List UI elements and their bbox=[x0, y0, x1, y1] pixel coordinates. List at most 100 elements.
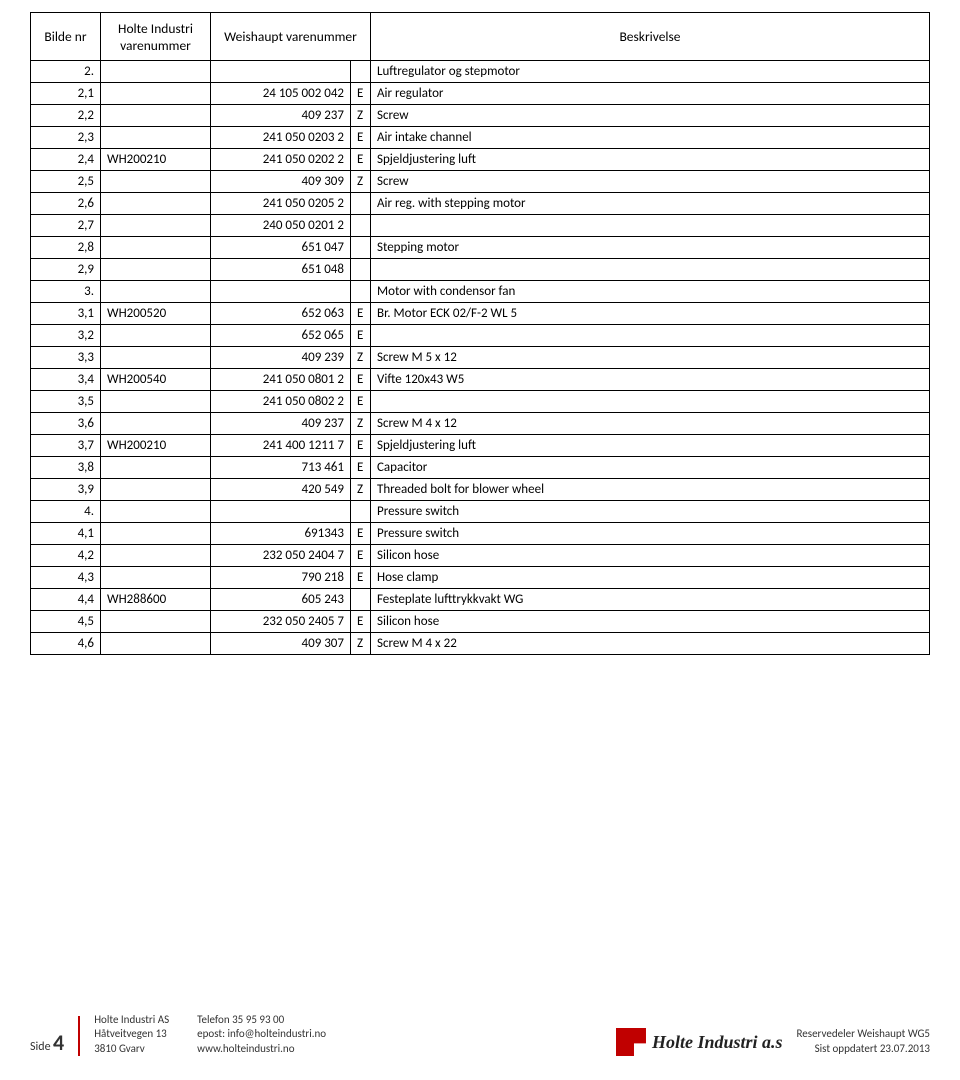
company-web: www.holteindustri.no bbox=[197, 1042, 326, 1056]
table-cell bbox=[101, 633, 211, 655]
table-row: 3. Motor with condensor fan bbox=[31, 281, 930, 303]
table-cell: E bbox=[351, 369, 371, 391]
table-cell: WH200520 bbox=[101, 303, 211, 325]
table-cell: E bbox=[351, 325, 371, 347]
table-row: 3,5241 050 0802 2E bbox=[31, 391, 930, 413]
table-cell bbox=[101, 83, 211, 105]
table-cell: Motor with condensor fan bbox=[371, 281, 930, 303]
table-row: 4,2232 050 2404 7ESilicon hose bbox=[31, 545, 930, 567]
table-row: 3,4WH200540241 050 0801 2EVifte 120x43 W… bbox=[31, 369, 930, 391]
table-cell: 4,5 bbox=[31, 611, 101, 633]
doc-updated: Sist oppdatert 23.07.2013 bbox=[797, 1042, 930, 1056]
table-cell bbox=[101, 237, 211, 259]
table-cell: 652 065 bbox=[211, 325, 351, 347]
logo-text: Holte Industri a.s bbox=[652, 1032, 783, 1052]
table-cell bbox=[351, 215, 371, 237]
side-label: Side bbox=[30, 1040, 51, 1054]
table-cell: 3,9 bbox=[31, 479, 101, 501]
table-cell: 4,6 bbox=[31, 633, 101, 655]
table-row: 4.Pressure switch bbox=[31, 501, 930, 523]
table-cell: 409 239 bbox=[211, 347, 351, 369]
table-cell: Z bbox=[351, 413, 371, 435]
table-cell: Vifte 120x43 W5 bbox=[371, 369, 930, 391]
table-cell: WH200540 bbox=[101, 369, 211, 391]
table-row: 2,5409 309ZScrew bbox=[31, 171, 930, 193]
table-cell: Hose clamp bbox=[371, 567, 930, 589]
table-cell: 409 237 bbox=[211, 413, 351, 435]
table-cell: WH200210 bbox=[101, 149, 211, 171]
table-cell: 3. bbox=[31, 281, 101, 303]
table-cell: 2,6 bbox=[31, 193, 101, 215]
table-cell bbox=[351, 259, 371, 281]
footer-left: Side 4 Holte Industri AS Håtveitvegen 13… bbox=[30, 1013, 326, 1056]
table-cell bbox=[351, 193, 371, 215]
table-cell: 3,4 bbox=[31, 369, 101, 391]
table-cell bbox=[101, 61, 211, 83]
table-cell: 2,7 bbox=[31, 215, 101, 237]
table-cell: 232 050 2405 7 bbox=[211, 611, 351, 633]
table-cell: 652 063 bbox=[211, 303, 351, 325]
table-row: 3,1WH200520652 063EBr. Motor ECK 02/F-2 … bbox=[31, 303, 930, 325]
table-row: 4,6409 307ZScrew M 4 x 22 bbox=[31, 633, 930, 655]
page-footer: Side 4 Holte Industri AS Håtveitvegen 13… bbox=[30, 1013, 930, 1056]
table-row: 2,124 105 002 042EAir regulator bbox=[31, 83, 930, 105]
company-name: Holte Industri AS bbox=[94, 1013, 169, 1027]
table-cell: Screw M 4 x 12 bbox=[371, 413, 930, 435]
table-cell bbox=[351, 61, 371, 83]
table-cell bbox=[101, 567, 211, 589]
doc-meta: Reservedeler Weishaupt WG5 Sist oppdater… bbox=[797, 1027, 930, 1056]
table-cell bbox=[371, 325, 930, 347]
side-number: 4 bbox=[53, 1029, 64, 1056]
table-cell bbox=[211, 281, 351, 303]
table-cell bbox=[101, 545, 211, 567]
table-cell: 691343 bbox=[211, 523, 351, 545]
company-block: Holte Industri AS Håtveitvegen 13 3810 G… bbox=[94, 1013, 169, 1056]
table-cell: E bbox=[351, 391, 371, 413]
table-cell: E bbox=[351, 149, 371, 171]
table-row: 2,8651 047Stepping motor bbox=[31, 237, 930, 259]
table-cell: Z bbox=[351, 347, 371, 369]
table-cell: Air intake channel bbox=[371, 127, 930, 149]
table-cell: Silicon hose bbox=[371, 545, 930, 567]
table-cell: E bbox=[351, 435, 371, 457]
table-cell: 241 050 0205 2 bbox=[211, 193, 351, 215]
table-cell: 651 047 bbox=[211, 237, 351, 259]
divider-bar bbox=[78, 1016, 80, 1056]
table-cell: Spjeldjustering luft bbox=[371, 435, 930, 457]
header-holte: Holte Industri varenummer bbox=[101, 13, 211, 61]
table-cell: 2,3 bbox=[31, 127, 101, 149]
table-cell bbox=[101, 501, 211, 523]
table-cell: Festeplate lufttrykkvakt WG bbox=[371, 589, 930, 611]
table-cell: 2,1 bbox=[31, 83, 101, 105]
company-email: epost: info@holteindustri.no bbox=[197, 1027, 326, 1041]
table-cell: 3,3 bbox=[31, 347, 101, 369]
table-cell: 420 549 bbox=[211, 479, 351, 501]
table-cell: 2. bbox=[31, 61, 101, 83]
table-row: 3,6409 237ZScrew M 4 x 12 bbox=[31, 413, 930, 435]
company-phone: Telefon 35 95 93 00 bbox=[197, 1013, 326, 1027]
table-cell: Spjeldjustering luft bbox=[371, 149, 930, 171]
table-cell bbox=[101, 105, 211, 127]
table-row: 3,2652 065E bbox=[31, 325, 930, 347]
table-cell bbox=[101, 457, 211, 479]
table-row: 3,9420 549ZThreaded bolt for blower whee… bbox=[31, 479, 930, 501]
table-cell: Stepping motor bbox=[371, 237, 930, 259]
table-cell: 2,9 bbox=[31, 259, 101, 281]
table-cell bbox=[351, 237, 371, 259]
table-cell: 3,5 bbox=[31, 391, 101, 413]
table-cell bbox=[101, 611, 211, 633]
table-cell: 241 050 0202 2 bbox=[211, 149, 351, 171]
table-cell bbox=[101, 215, 211, 237]
table-cell: Capacitor bbox=[371, 457, 930, 479]
table-cell: 4. bbox=[31, 501, 101, 523]
table-cell bbox=[101, 523, 211, 545]
logo-icon bbox=[616, 1028, 646, 1056]
table-cell: Screw bbox=[371, 171, 930, 193]
table-cell bbox=[371, 259, 930, 281]
table-row: 2,7240 050 0201 2 bbox=[31, 215, 930, 237]
table-cell: Z bbox=[351, 171, 371, 193]
table-cell: 4,4 bbox=[31, 589, 101, 611]
contact-block: Telefon 35 95 93 00 epost: info@holteind… bbox=[197, 1013, 326, 1056]
table-row: 2,2409 237ZScrew bbox=[31, 105, 930, 127]
table-row: 2,3241 050 0203 2EAir intake channel bbox=[31, 127, 930, 149]
